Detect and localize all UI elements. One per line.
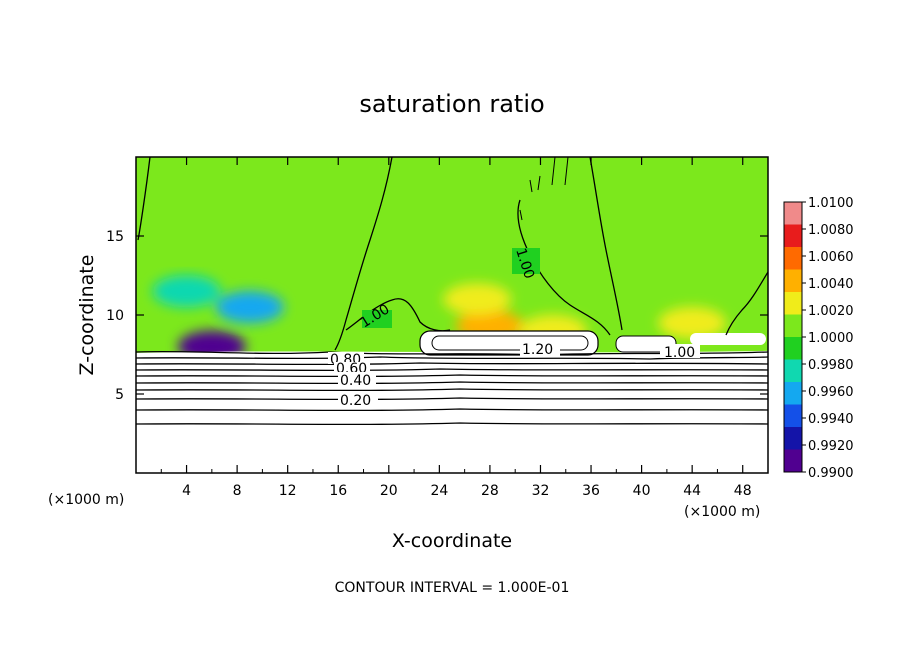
cloud-pocket — [690, 333, 766, 345]
x-unit-left: (×1000 m) — [48, 492, 124, 508]
contour-line — [136, 374, 768, 378]
contour-line — [725, 271, 768, 336]
colorbar-bin — [784, 359, 802, 383]
colorbar-label: 1.0040 — [808, 277, 854, 292]
contour-line — [136, 422, 768, 426]
x-tick-label: 40 — [633, 483, 651, 499]
colorbar-bin — [784, 449, 802, 473]
x-tick-label: 36 — [582, 483, 600, 499]
colorbar-bin — [784, 337, 802, 360]
y-axis-label: Z-coordinate — [76, 255, 98, 376]
contour-line — [136, 397, 768, 401]
x-tick-label: 8 — [233, 483, 242, 499]
x-axis-label: X-coordinate — [392, 530, 512, 552]
colorbar-bin — [784, 292, 802, 315]
field-feature — [152, 275, 221, 308]
x-unit-right: (×1000 m) — [684, 504, 760, 520]
x-tick-label: 20 — [380, 483, 398, 499]
colorbar-bin — [784, 269, 802, 293]
contour-label: 1.20 — [522, 342, 553, 358]
y-tick-label: 15 — [106, 229, 124, 245]
contour-line — [589, 157, 623, 331]
colorbar-bin — [784, 382, 802, 405]
field-feature — [215, 291, 284, 324]
contour-line — [136, 381, 768, 385]
x-tick-label: 12 — [279, 483, 297, 499]
colorbar-bin — [784, 427, 802, 450]
cloud-pocket — [419, 330, 599, 356]
chart-title: saturation ratio — [359, 90, 544, 118]
contour-line — [136, 350, 768, 356]
colorbar-label: 1.0000 — [808, 331, 854, 346]
colorbar-label: 1.0020 — [808, 304, 854, 319]
contour-label: 0.20 — [340, 393, 371, 409]
colorbar-label: 0.9960 — [808, 385, 854, 400]
colorbar-bin — [784, 202, 802, 225]
colorbar-label: 0.9900 — [808, 466, 854, 481]
cloud-pocket-contour — [431, 335, 589, 351]
x-tick-label: 28 — [481, 483, 499, 499]
contour-line — [136, 388, 768, 392]
contour-line — [136, 408, 768, 412]
x-tick-label: 4 — [182, 483, 191, 499]
contour-label: 0.40 — [340, 373, 371, 389]
x-tick-label: 32 — [532, 483, 550, 499]
colorbar-bin — [784, 404, 802, 428]
colorbar-label: 1.0100 — [808, 196, 854, 211]
contour-interval-note: CONTOUR INTERVAL = 1.000E-01 — [335, 580, 570, 596]
field-feature — [658, 306, 727, 339]
colorbar-bin — [784, 247, 802, 270]
x-tick-label: 48 — [734, 483, 752, 499]
subsaturated-region — [136, 350, 768, 473]
colorbar-label: 1.0060 — [808, 250, 854, 265]
x-tick-label: 24 — [430, 483, 448, 499]
y-tick-label: 10 — [106, 308, 124, 324]
plot-area: 1.00 1.00 1.20 1.00 0.80 0.60 0.40 0.20 … — [106, 156, 769, 499]
colorbar-label: 0.9920 — [808, 439, 854, 454]
colorbar: 1.0100 1.0080 1.0060 1.0040 1.0020 1.0000 0.99… — [783, 196, 854, 481]
y-axis: 5 10 15 — [106, 229, 768, 403]
y-tick-label: 5 — [115, 387, 124, 403]
contour-label: 1.00 — [664, 345, 695, 361]
colorbar-label: 0.9940 — [808, 412, 854, 427]
colorbar-bin — [784, 224, 802, 248]
colorbar-bin — [784, 314, 802, 338]
contour-line — [136, 362, 768, 366]
contour-labels: 1.00 1.00 1.20 1.00 0.80 0.60 0.40 0.20 — [328, 246, 700, 409]
x-tick-label: 44 — [683, 483, 701, 499]
field-feature — [443, 283, 512, 316]
contour-line — [136, 368, 768, 372]
contour-line — [517, 199, 611, 336]
colorbar-label: 0.9980 — [808, 358, 854, 373]
colorbar-label: 1.0080 — [808, 223, 854, 238]
x-tick-label: 16 — [329, 483, 347, 499]
contour-line — [519, 157, 569, 221]
contour-line — [334, 157, 393, 351]
x-axis: 4 8 12 16 20 24 28 32 36 40 44 48 — [160, 157, 752, 499]
